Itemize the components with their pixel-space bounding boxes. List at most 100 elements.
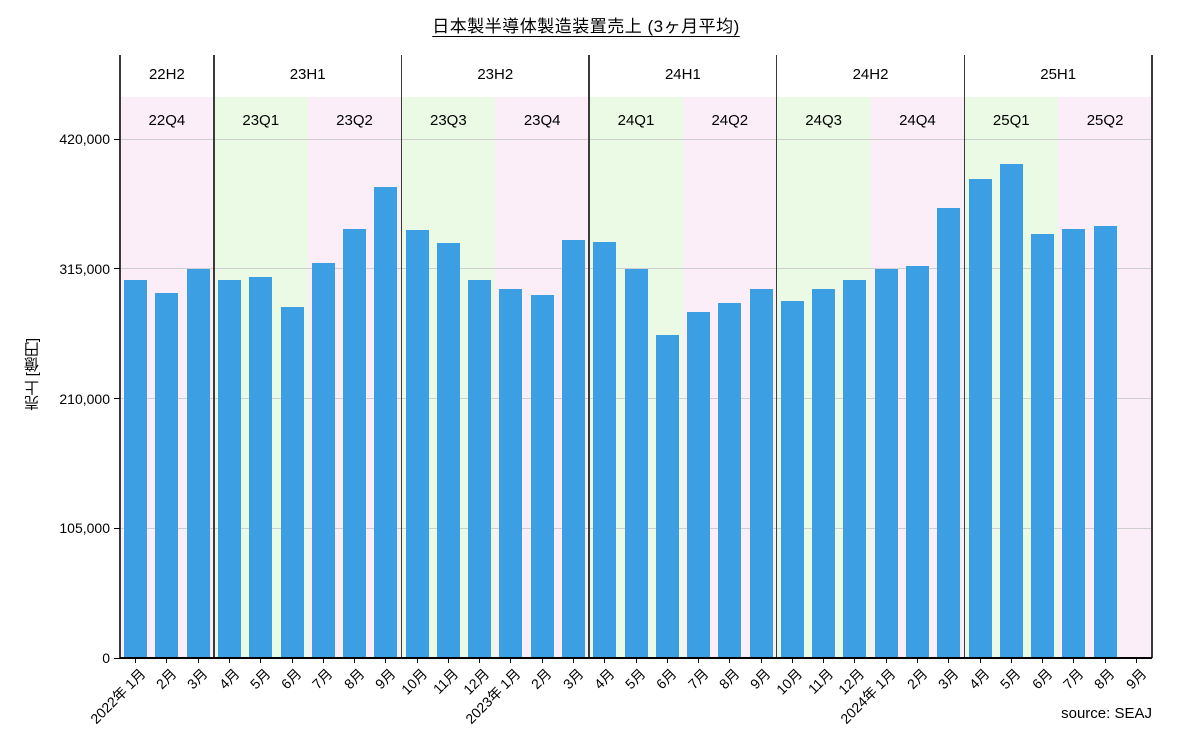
x-tick — [760, 658, 762, 663]
quarter-label: 24Q1 — [617, 112, 655, 129]
x-tick-label: 11月 — [429, 665, 462, 697]
y-tick-label: 420,000 — [59, 131, 110, 147]
x-tick — [447, 658, 449, 663]
x-tick — [729, 658, 731, 663]
x-tick — [510, 658, 512, 663]
x-tick-label: 7月 — [1059, 665, 1087, 693]
quarter-label: 23Q3 — [430, 112, 467, 129]
bar — [1062, 229, 1086, 658]
x-tick — [260, 658, 262, 663]
y-tick-label: 315,000 — [59, 260, 110, 277]
bar — [968, 178, 992, 658]
x-tick — [541, 658, 543, 663]
x-tick-label: 2022年 1月 — [86, 665, 149, 727]
quarter-label: 24Q4 — [899, 112, 936, 129]
bar — [499, 288, 523, 658]
quarter-label: 23Q1 — [242, 112, 280, 129]
bar — [843, 279, 867, 658]
x-tick — [322, 658, 324, 663]
half-year-divider — [119, 55, 121, 658]
bar — [249, 277, 273, 658]
x-tick-label: 6月 — [653, 665, 681, 693]
bar — [374, 187, 398, 658]
source-note: source: SEAJ — [1061, 705, 1152, 722]
bar — [311, 262, 335, 658]
x-tick — [604, 658, 606, 663]
y-tick — [114, 398, 120, 399]
x-tick — [416, 658, 418, 663]
x-tick-label: 7月 — [684, 665, 712, 693]
x-tick-label: 6月 — [278, 665, 305, 693]
bar — [749, 288, 773, 658]
bar — [155, 293, 179, 658]
bar — [343, 229, 367, 658]
x-tick-label: 4月 — [966, 665, 993, 693]
quarter-label: 25Q1 — [992, 112, 1030, 129]
x-tick-label: 11月 — [804, 665, 837, 697]
x-tick-label: 9月 — [747, 665, 774, 693]
x-tick — [885, 658, 887, 663]
x-tick — [228, 658, 230, 663]
x-tick-label: 8月 — [340, 665, 368, 693]
x-tick-label: 6月 — [1028, 665, 1056, 693]
x-tick-label: 7月 — [309, 665, 337, 693]
x-axis-line — [120, 657, 1152, 659]
x-tick — [197, 658, 199, 663]
x-tick-label: 2月 — [528, 665, 555, 693]
x-tick — [979, 658, 981, 663]
x-tick-label: 8月 — [1091, 665, 1118, 693]
half-year-divider — [963, 55, 966, 658]
y-tick — [114, 268, 120, 270]
bar — [780, 300, 804, 658]
bar — [812, 288, 836, 658]
half-year-divider — [400, 55, 403, 658]
half-year-label: 23H1 — [289, 66, 326, 83]
y-tick-label: 105,000 — [59, 520, 110, 537]
quarter-label: 22Q4 — [148, 112, 186, 129]
half-year-divider — [1151, 55, 1153, 658]
chart-title: 日本製半導体製造装置売上 (3ヶ月平均) — [432, 17, 740, 36]
bar — [687, 312, 711, 658]
x-tick — [916, 658, 918, 663]
y-tick — [114, 657, 120, 659]
x-tick — [823, 658, 825, 663]
x-tick — [385, 658, 387, 663]
bar — [124, 279, 148, 658]
bar — [905, 266, 929, 658]
x-tick-label: 10月 — [772, 665, 806, 698]
bar — [405, 230, 429, 658]
bar — [937, 208, 961, 658]
quarter-label: 23Q4 — [523, 112, 561, 129]
x-tick-label: 5月 — [246, 665, 274, 693]
half-year-label: 23H2 — [477, 66, 514, 83]
x-tick-label: 9月 — [371, 665, 399, 693]
x-tick-label: 4月 — [215, 665, 243, 693]
bar — [468, 279, 492, 658]
bar — [530, 294, 554, 658]
gridline — [120, 138, 1152, 140]
bar — [624, 268, 648, 658]
half-year-divider — [775, 55, 778, 658]
y-tick — [114, 527, 120, 529]
bar — [280, 307, 304, 658]
x-tick-label: 4月 — [590, 665, 618, 693]
x-tick — [791, 658, 793, 663]
quarter-label: 24Q3 — [805, 112, 842, 129]
x-tick-label: 5月 — [622, 665, 649, 693]
bar — [718, 303, 742, 658]
x-tick — [1135, 658, 1137, 663]
bar — [655, 335, 679, 658]
x-tick-label: 2月 — [903, 665, 931, 693]
x-tick-label: 5月 — [997, 665, 1025, 693]
half-year-label: 22H2 — [148, 66, 185, 83]
bar — [186, 268, 210, 658]
bar — [436, 242, 460, 658]
bar — [217, 279, 241, 658]
bar — [1093, 225, 1117, 658]
x-tick — [166, 658, 168, 663]
x-tick — [1010, 658, 1012, 663]
x-tick — [1042, 658, 1044, 663]
x-tick-label: 3月 — [559, 665, 587, 693]
half-year-label: 25H1 — [1040, 66, 1077, 83]
